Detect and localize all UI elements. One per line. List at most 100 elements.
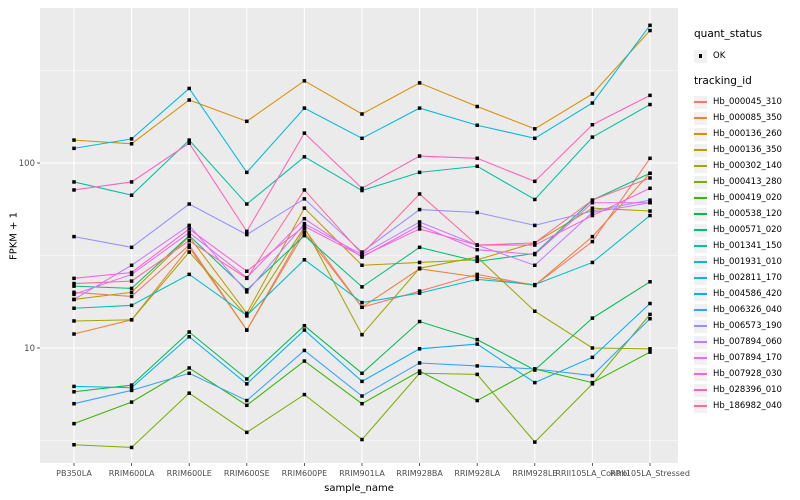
data-point: [129, 400, 134, 404]
legend-label: Hb_006573_190: [713, 321, 782, 331]
line-key-icon: [694, 383, 707, 397]
point-key-icon: [694, 49, 707, 63]
data-point: [187, 141, 191, 145]
data-point: [72, 188, 76, 192]
data-point: [72, 401, 76, 406]
data-point: [187, 202, 191, 206]
data-point: [72, 290, 76, 295]
line-key-icon: [694, 399, 707, 413]
data-point: [648, 347, 652, 351]
data-point: [302, 230, 307, 235]
data-point: [360, 332, 364, 337]
data-point: [417, 347, 422, 351]
x-tick-label: RRIM600PE: [282, 469, 328, 478]
y-tick-label: 100: [19, 159, 35, 169]
data-point: [360, 188, 364, 193]
data-point: [129, 318, 134, 322]
data-point: [129, 263, 134, 268]
data-point: [245, 430, 249, 435]
data-point: [72, 390, 76, 394]
data-point: [360, 254, 364, 259]
line-key-icon: [694, 207, 707, 221]
legend-label: Hb_000136_350: [713, 145, 782, 155]
line-key-icon: [694, 143, 707, 157]
data-point: [72, 442, 76, 447]
legend-item-Hb_000136_350: Hb_000136_350: [694, 142, 798, 158]
data-point: [533, 252, 537, 257]
legend: quant_status OK tracking_id Hb_000045_31…: [694, 28, 798, 414]
legend-item-Hb_007894_170: Hb_007894_170: [694, 350, 798, 366]
data-point: [187, 230, 191, 235]
data-point: [245, 328, 249, 332]
data-point: [590, 373, 595, 378]
data-point: [187, 371, 191, 376]
legend-item-Hb_007928_030: Hb_007928_030: [694, 366, 798, 382]
data-point: [187, 243, 191, 247]
legend-item-Hb_000136_260: Hb_000136_260: [694, 126, 798, 142]
legend-item-Hb_002811_170: Hb_002811_170: [694, 270, 798, 286]
data-point: [590, 260, 595, 265]
data-point: [245, 288, 249, 292]
data-point: [360, 186, 364, 191]
data-point: [648, 200, 652, 205]
data-point: [533, 243, 537, 247]
data-point: [187, 138, 191, 142]
data-point: [72, 234, 76, 239]
line-key-icon: [694, 159, 707, 173]
data-point: [417, 154, 422, 158]
data-point: [417, 371, 422, 376]
legend-label: Hb_006326_040: [713, 305, 782, 315]
data-point: [475, 272, 479, 277]
data-point: [72, 292, 76, 297]
data-point: [187, 366, 191, 370]
legend-item-Hb_007894_060: Hb_007894_060: [694, 334, 798, 350]
legend-item-Hb_000085_350: Hb_000085_350: [694, 110, 798, 126]
data-point: [417, 369, 422, 373]
data-point: [648, 93, 652, 98]
data-point: [475, 156, 479, 161]
data-point: [302, 257, 307, 262]
data-point: [590, 316, 595, 320]
data-point: [475, 398, 479, 403]
data-point: [648, 156, 652, 161]
data-point: [187, 330, 191, 334]
data-point: [129, 245, 134, 250]
data-point: [360, 394, 364, 398]
data-point: [187, 98, 191, 102]
data-point: [72, 297, 76, 302]
data-point: [245, 311, 249, 316]
data-point: [187, 233, 191, 238]
data-point: [417, 319, 422, 324]
line-key-icon: [694, 111, 707, 125]
data-point: [590, 92, 595, 96]
x-tick-label: RRII105LA_Stressed: [610, 469, 690, 478]
legend-label: Hb_007894_170: [713, 353, 782, 363]
data-point: [648, 280, 652, 284]
data-point: [533, 309, 537, 313]
data-point: [187, 245, 191, 250]
data-point: [129, 270, 134, 275]
data-point: [129, 385, 134, 390]
panel-background: [40, 8, 678, 463]
data-point: [475, 337, 479, 342]
line-key-icon: [694, 191, 707, 205]
x-tick-label: RRIM928LA: [454, 469, 500, 478]
y-tick-label: 10: [24, 344, 35, 354]
data-point: [648, 23, 652, 28]
data-point: [475, 123, 479, 127]
legend-label: Hb_000136_260: [713, 129, 782, 139]
data-point: [72, 332, 76, 336]
legend-item-Hb_000413_280: Hb_000413_280: [694, 174, 798, 190]
data-point: [590, 355, 595, 360]
legend-label: Hb_004586_420: [713, 289, 782, 299]
data-point: [475, 259, 479, 264]
legend-label: Hb_000302_140: [713, 161, 782, 171]
data-point: [72, 284, 76, 288]
legend-label: Hb_000571_020: [713, 225, 782, 235]
x-tick-label: RRIM928LE: [512, 469, 557, 478]
data-point: [302, 328, 307, 332]
data-point: [245, 170, 249, 175]
data-point: [129, 388, 134, 393]
legend-label: Hb_002811_170: [713, 273, 782, 283]
